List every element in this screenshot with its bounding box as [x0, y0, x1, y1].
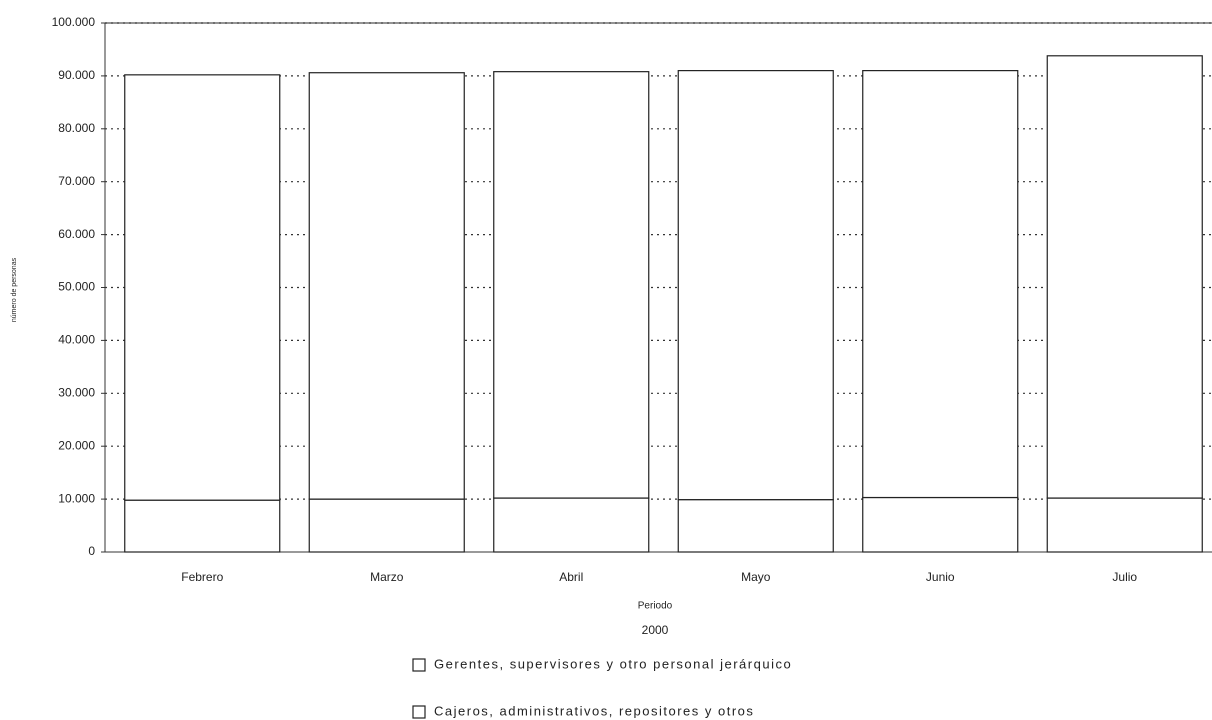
x-tick-label: Julio: [1112, 570, 1137, 584]
y-tick-label: 40.000: [58, 333, 95, 347]
y-tick-label: 20.000: [58, 438, 95, 452]
x-tick-label: Marzo: [370, 570, 404, 584]
y-tick-label: 90.000: [58, 68, 95, 82]
subtitle: 2000: [642, 623, 669, 637]
x-tick-label: Febrero: [181, 570, 223, 584]
legend-swatch: [412, 705, 426, 719]
bar-segment: [124, 499, 281, 553]
y-tick-label: 60.000: [58, 227, 95, 241]
bar-segment: [1046, 55, 1203, 499]
bar-segment: [677, 70, 834, 501]
y-axis-label: número de personas: [11, 257, 18, 322]
bar-segment: [308, 72, 465, 500]
y-tick-label: 100.000: [52, 15, 96, 29]
bar-segment: [1046, 497, 1203, 553]
bar-segment: [862, 496, 1019, 553]
bar-segment: [124, 74, 281, 501]
x-tick-label: Junio: [926, 570, 955, 584]
y-tick-label: 10.000: [58, 491, 95, 505]
y-tick-label: 50.000: [58, 280, 95, 294]
legend-label: Cajeros, administrativos, repositores y …: [434, 703, 754, 718]
legend-swatch: [412, 658, 426, 672]
y-tick-label: 30.000: [58, 385, 95, 399]
legend-label: Gerentes, supervisores y otro personal j…: [434, 656, 792, 671]
bar-segment: [493, 497, 650, 553]
bar-segment: [308, 498, 465, 553]
x-axis-label: Periodo: [638, 601, 673, 612]
y-tick-label: 70.000: [58, 174, 95, 188]
x-tick-label: Abril: [559, 570, 583, 584]
bar-segment: [862, 70, 1019, 499]
bar-segment: [493, 71, 650, 499]
y-tick-label: 0: [88, 544, 95, 558]
bar-segment: [677, 499, 834, 553]
y-tick-label: 80.000: [58, 121, 95, 135]
x-tick-label: Mayo: [741, 570, 771, 584]
